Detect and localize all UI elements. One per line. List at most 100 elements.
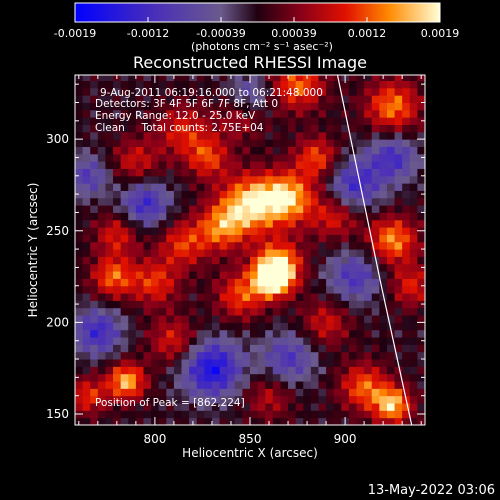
heatmap-cell <box>158 190 167 199</box>
heatmap-cell <box>326 95 335 103</box>
heatmap-cell <box>219 351 228 360</box>
heatmap-cell <box>242 234 251 243</box>
heatmap-cell <box>227 337 236 345</box>
heatmap-cell <box>265 381 274 389</box>
heatmap-cell <box>417 124 425 133</box>
heatmap-cell <box>173 293 183 301</box>
heatmap-cell <box>227 139 236 147</box>
heatmap-cell <box>272 190 281 199</box>
heatmap-cell <box>394 227 403 235</box>
heatmap-cell <box>227 219 236 228</box>
heatmap-cell <box>173 146 183 155</box>
heatmap-cell <box>158 278 167 287</box>
heatmap-cell <box>105 109 114 118</box>
heatmap-cell <box>196 381 205 389</box>
heatmap-cell <box>189 366 198 375</box>
heatmap-cell <box>386 410 396 419</box>
heatmap-cell <box>341 95 350 103</box>
heatmap-cell <box>310 366 319 375</box>
heatmap-cell <box>333 219 342 228</box>
heatmap-cell <box>128 102 137 111</box>
heatmap-cell <box>158 337 167 345</box>
heatmap-cell <box>75 139 84 147</box>
heatmap-cell <box>211 87 221 96</box>
heatmap-cell <box>356 124 365 133</box>
heatmap-cell <box>181 344 190 353</box>
heatmap-cell <box>417 271 425 279</box>
heatmap-cell <box>143 381 152 389</box>
heatmap-cell <box>371 293 380 301</box>
heatmap-cell <box>257 190 266 199</box>
heatmap-cell <box>310 146 319 155</box>
heatmap-cell <box>75 329 84 338</box>
heatmap-cell <box>280 315 289 323</box>
heatmap-cell <box>348 219 358 228</box>
heatmap-cell <box>151 131 160 140</box>
heatmap-cell <box>105 227 114 235</box>
heatmap-cell <box>227 131 236 140</box>
heatmap-cell <box>402 131 411 140</box>
heatmap-cell <box>75 322 84 331</box>
heatmap-cell <box>326 359 335 367</box>
heatmap-cell <box>288 190 297 199</box>
heatmap-cell <box>143 403 152 411</box>
heatmap-cell <box>166 278 175 287</box>
heatmap-cell <box>303 381 312 389</box>
heatmap-cell <box>379 351 388 360</box>
heatmap-cell <box>288 351 297 360</box>
heatmap-cell <box>90 300 99 309</box>
heatmap-cell <box>333 351 342 360</box>
heatmap-cell <box>250 109 259 118</box>
heatmap-cell <box>417 212 425 221</box>
heatmap-cell <box>128 146 137 155</box>
heatmap-cell <box>90 417 99 425</box>
heatmap-cell <box>318 322 327 331</box>
heatmap-cell <box>135 146 144 155</box>
heatmap-cell <box>348 278 358 287</box>
heatmap-cell <box>135 161 144 169</box>
heatmap-cell <box>379 278 388 287</box>
heatmap-cell <box>295 337 304 345</box>
heatmap-cell <box>234 373 243 382</box>
heatmap-cell <box>211 197 221 206</box>
heatmap-cell <box>219 153 228 162</box>
heatmap-cell <box>280 381 289 389</box>
heatmap-cell <box>280 344 289 353</box>
heatmap-cell <box>364 139 373 147</box>
heatmap-cell <box>310 153 319 162</box>
heatmap-cell <box>394 131 403 140</box>
heatmap-cell <box>120 366 129 375</box>
heatmap-cell <box>166 359 175 367</box>
heatmap-cell <box>234 388 243 397</box>
heatmap-cell <box>173 359 183 367</box>
heatmap-cell <box>394 315 403 323</box>
heatmap-cell <box>295 227 304 235</box>
heatmap-cell <box>348 197 358 206</box>
heatmap-cell <box>257 271 266 279</box>
heatmap-cell <box>333 388 342 397</box>
heatmap-cell <box>105 219 114 228</box>
heatmap-cell <box>333 117 342 125</box>
heatmap-cell <box>105 329 114 338</box>
heatmap-cell <box>250 293 259 301</box>
heatmap-cell <box>166 146 175 155</box>
heatmap-cell <box>189 271 198 279</box>
heatmap-cell <box>227 278 236 287</box>
heatmap-cell <box>341 102 350 111</box>
heatmap-cell <box>356 322 365 331</box>
heatmap-cell <box>151 300 160 309</box>
heatmap-cell <box>371 395 380 404</box>
heatmap-cell <box>379 388 388 397</box>
heatmap-cell <box>409 403 418 411</box>
heatmap-cell <box>303 87 312 96</box>
heatmap-cell <box>348 175 358 184</box>
heatmap-cell <box>288 205 297 213</box>
heatmap-cell <box>151 315 160 323</box>
heatmap-cell <box>181 183 190 191</box>
heatmap-cell <box>310 388 319 397</box>
heatmap-cell <box>173 205 183 213</box>
heatmap-cell <box>288 395 297 404</box>
heatmap-cell <box>379 395 388 404</box>
heatmap-cell <box>227 395 236 404</box>
heatmap-cell <box>257 403 266 411</box>
